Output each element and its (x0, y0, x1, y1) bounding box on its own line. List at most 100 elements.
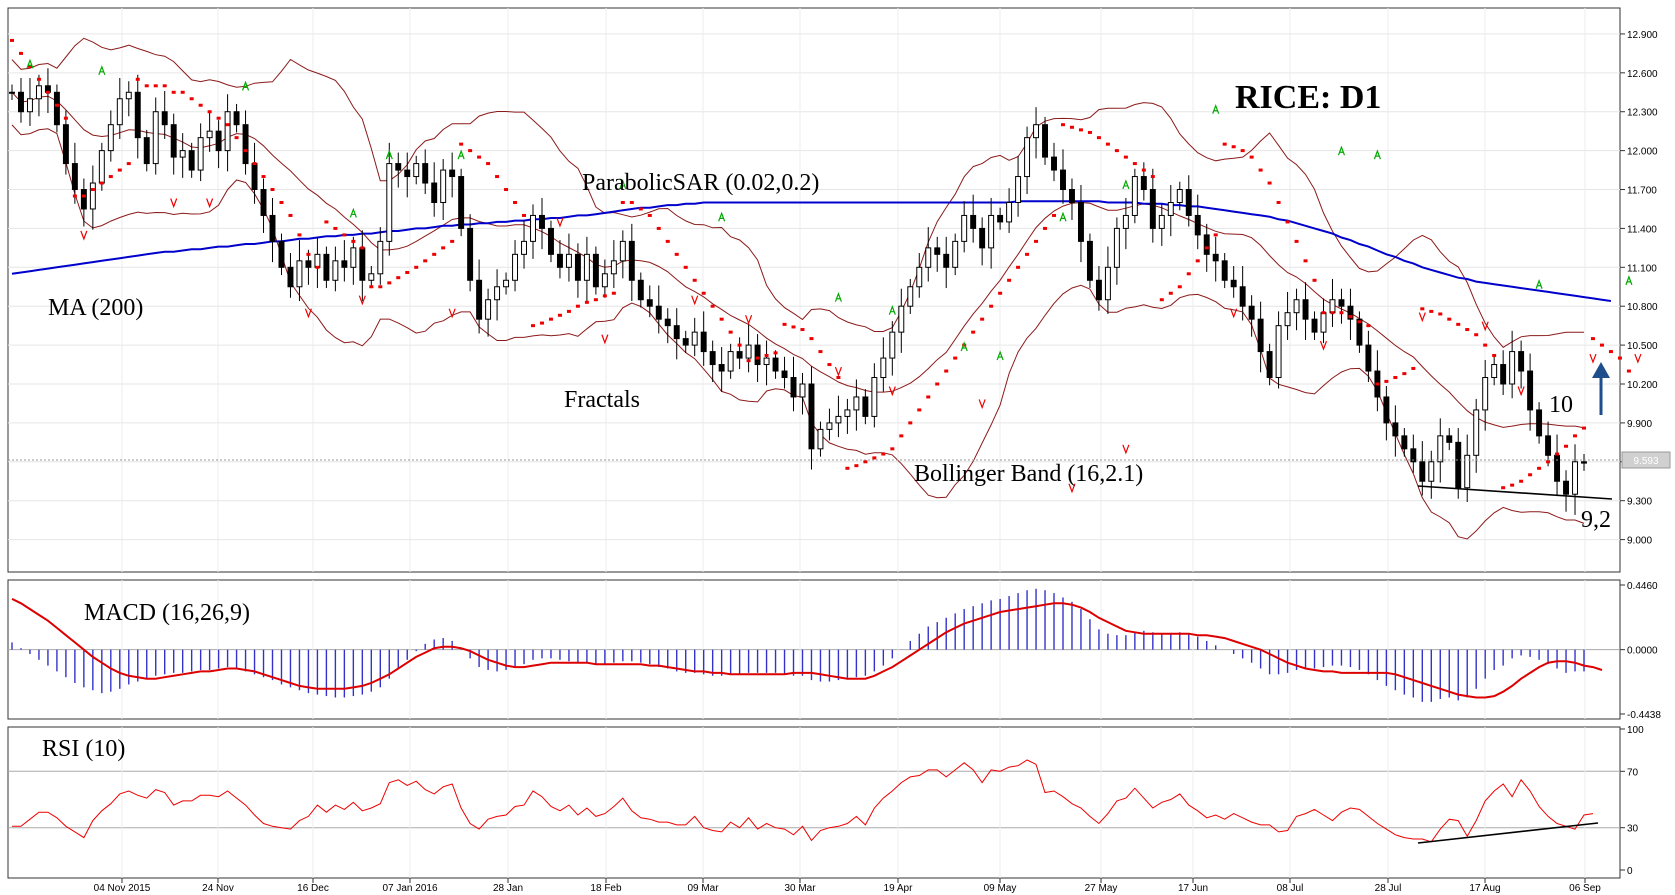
rsi-tick-label: 100 (1627, 725, 1644, 736)
candle-body (161, 111, 168, 126)
sar-dot (441, 246, 446, 250)
candle-body (628, 240, 635, 281)
candle-body (1545, 435, 1552, 456)
candle-body (1581, 461, 1587, 464)
sar-dot (1519, 479, 1524, 483)
candle-body (1194, 214, 1201, 236)
support-trendline (1417, 485, 1613, 500)
sar-dot (1384, 379, 1389, 383)
candle-body (1230, 279, 1237, 288)
sar-dot (54, 103, 59, 107)
sar-dot (827, 363, 832, 367)
x-tick-label: 19 Apr (884, 883, 914, 894)
sar-dot (288, 213, 293, 217)
sar-dot (809, 337, 814, 341)
candle-body (1473, 409, 1480, 456)
sar-dot (324, 220, 329, 224)
x-tick-label: 04 Nov 2015 (94, 883, 151, 894)
candle-body (1383, 396, 1390, 424)
sar-dot (881, 452, 886, 456)
sar-dot (647, 213, 652, 217)
fractal-down (304, 308, 312, 319)
candle-body (485, 299, 492, 320)
candle-body (601, 273, 608, 288)
fractal-up (26, 58, 34, 69)
target-label: 10 (1549, 392, 1573, 418)
candle-body (1077, 201, 1084, 242)
sar-dot (279, 200, 284, 204)
sar-dot (135, 77, 140, 81)
sar-dot (1222, 142, 1227, 146)
sar-dot (1168, 291, 1173, 295)
sar-dot (1528, 473, 1533, 477)
candle-body (637, 279, 644, 301)
sar-dot (432, 252, 437, 256)
candle-body (1410, 448, 1417, 463)
candle-body (449, 169, 456, 178)
sar-dot (656, 226, 661, 230)
candle-body (1069, 189, 1075, 203)
candle-body (1221, 260, 1228, 281)
candle-body (413, 163, 420, 178)
price-panel (7, 7, 1621, 573)
sar-dot (207, 110, 212, 114)
sar-dot (81, 194, 86, 198)
chart-title: RICE: D1 (1235, 79, 1381, 116)
candle-body (233, 111, 240, 126)
sar-dot (1456, 322, 1461, 326)
sar-dot (593, 298, 598, 302)
candle-body (1239, 286, 1246, 307)
candle-body (1455, 441, 1462, 489)
fractal-down (206, 198, 214, 209)
sar-dot (701, 291, 706, 295)
candle-body (1293, 299, 1300, 314)
y-tick-label: 11.700 (1627, 186, 1657, 197)
fractal-up (834, 292, 842, 302)
price-tag-box (1621, 451, 1671, 469)
sar-dot (1249, 155, 1254, 159)
sar-dot (27, 64, 32, 68)
candle-body (143, 137, 150, 165)
sar-dot (468, 149, 473, 153)
candle-body (709, 351, 716, 366)
sar-dot (674, 252, 679, 256)
candle-body (503, 279, 510, 288)
fractal-down (601, 334, 609, 345)
sar-dot (315, 265, 320, 269)
candle-body (1311, 318, 1318, 333)
candle-body (98, 150, 105, 184)
macd-tick-label: 0.0000 (1627, 646, 1658, 657)
sar-dot (800, 328, 805, 332)
sar-dot (531, 324, 536, 328)
fractal-down (1122, 444, 1130, 455)
candle-body (817, 428, 824, 450)
x-tick-label: 18 Feb (590, 883, 622, 894)
candle-body (1176, 189, 1183, 203)
sar-dot (980, 317, 985, 321)
candle-body (1392, 422, 1399, 437)
candle-body (790, 377, 797, 398)
sar-dot (1626, 369, 1631, 373)
sar-dot (728, 330, 733, 334)
candle-body (170, 124, 177, 158)
fractal-up (349, 207, 357, 218)
sar-dot (1132, 162, 1137, 166)
fractals (26, 58, 1642, 494)
x-tick-label: 17 Aug (1469, 883, 1500, 894)
sar-dot (1420, 307, 1425, 311)
candle-body (952, 240, 959, 268)
x-tick-label: 28 Jan (493, 883, 523, 894)
fractal-down (170, 198, 178, 209)
bollinger-upper (11, 37, 1585, 348)
sar-dot (818, 350, 823, 354)
sar-dot (611, 291, 616, 295)
y-tick-label: 10.200 (1627, 380, 1658, 391)
candle-body (664, 318, 671, 327)
candle-body (898, 305, 905, 333)
y-tick-label: 9.900 (1627, 419, 1652, 430)
candle-body (512, 253, 519, 281)
fractal-down (556, 217, 564, 228)
candle-body (1419, 461, 1426, 482)
